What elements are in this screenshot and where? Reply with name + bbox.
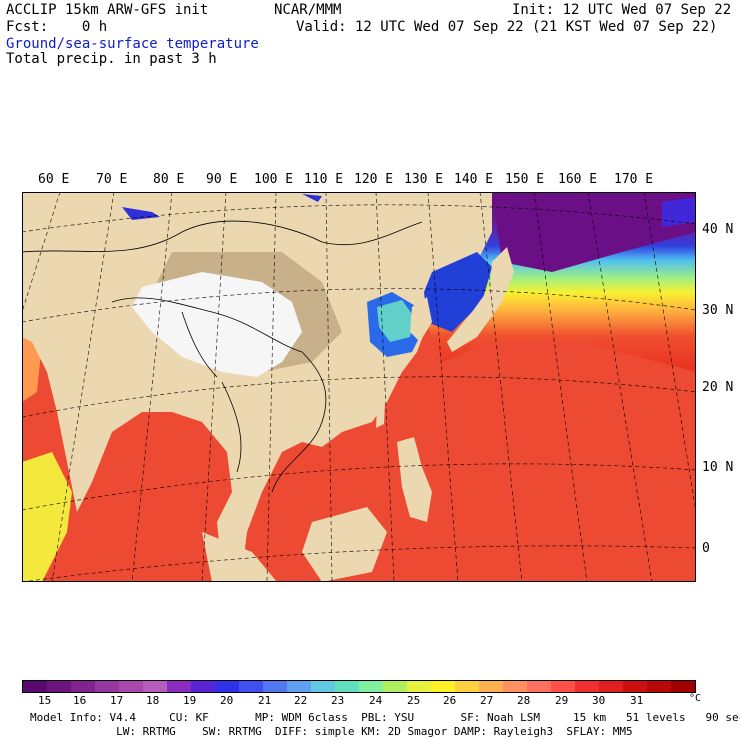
lon-label: 90 E (206, 172, 238, 187)
model-title: ACCLIP 15km ARW-GFS init (6, 2, 209, 18)
colorbar-swatch (599, 681, 623, 692)
colorbar-tick: 25 (407, 694, 421, 707)
colorbar-tick: 31 (630, 694, 644, 707)
lon-label: 130 E (404, 172, 444, 187)
colorbar-swatch (263, 681, 287, 692)
colorbar-tick: 30 (592, 694, 606, 707)
colorbar-swatch (671, 681, 695, 692)
colorbar-tick: 15 (38, 694, 52, 707)
colorbar-tick: 23 (331, 694, 345, 707)
colorbar-tick: 26 (443, 694, 457, 707)
lon-label: 70 E (96, 172, 128, 187)
lon-label: 150 E (505, 172, 545, 187)
institution-label: NCAR/MMM (274, 2, 342, 18)
colorbar-swatch (431, 681, 455, 692)
colorbar-swatch (647, 681, 671, 692)
lon-label: 120 E (354, 172, 394, 187)
colorbar-swatch (143, 681, 167, 692)
lat-label: 10 N (702, 460, 734, 475)
forecast-hour: Fcst: 0 h (6, 19, 108, 35)
lon-label: 80 E (153, 172, 185, 187)
colorbar-tick: 27 (480, 694, 494, 707)
colorbar-tick: 18 (146, 694, 160, 707)
model-info-line1: Model Info: V4.4 CU: KF MP: WDM 6class P… (30, 711, 740, 724)
colorbar-swatch (215, 681, 239, 692)
colorbar-swatch (71, 681, 95, 692)
overlay-title: Total precip. in past 3 h (6, 51, 217, 67)
colorbar-swatch (287, 681, 311, 692)
lon-label: 160 E (558, 172, 598, 187)
colorbar-tick: 20 (220, 694, 234, 707)
colorbar-tick: 16 (73, 694, 87, 707)
colorbar-swatch (47, 681, 71, 692)
colorbar-swatch (503, 681, 527, 692)
lat-label: 40 N (702, 222, 734, 237)
lat-label: 30 N (702, 303, 734, 318)
model-info-line2: LW: RRTMG SW: RRTMG DIFF: simple KM: 2D … (30, 725, 633, 738)
lon-label: 100 E (254, 172, 294, 187)
colorbar-tick: 28 (517, 694, 531, 707)
lon-label: 170 E (614, 172, 654, 187)
sst-map (22, 192, 696, 582)
colorbar-swatch (575, 681, 599, 692)
colorbar-tick: 24 (369, 694, 383, 707)
lat-label: 20 N (702, 380, 734, 395)
lon-label: 140 E (454, 172, 494, 187)
lon-label: 110 E (304, 172, 344, 187)
colorbar-tick: 22 (294, 694, 308, 707)
colorbar-tick: 17 (110, 694, 124, 707)
colorbar-swatch (191, 681, 215, 692)
colorbar-swatch (455, 681, 479, 692)
colorbar-swatch (623, 681, 647, 692)
colorbar-unit: °C (689, 693, 702, 704)
colorbar-swatch (359, 681, 383, 692)
colorbar (22, 680, 696, 693)
colorbar-swatch (119, 681, 143, 692)
lat-label: 0 (702, 541, 710, 556)
colorbar-swatch (167, 681, 191, 692)
colorbar-tick: 29 (555, 694, 569, 707)
colorbar-swatch (383, 681, 407, 692)
colorbar-swatch (335, 681, 359, 692)
colorbar-swatch (95, 681, 119, 692)
colorbar-swatch (23, 681, 47, 692)
init-time: Init: 12 UTC Wed 07 Sep 22 (512, 2, 732, 18)
colorbar-swatch (551, 681, 575, 692)
colorbar-tick: 21 (258, 694, 272, 707)
colorbar-swatch (407, 681, 431, 692)
colorbar-tick: 19 (183, 694, 197, 707)
field-title: Ground/sea-surface temperature (6, 36, 259, 52)
colorbar-swatch (527, 681, 551, 692)
colorbar-swatch (239, 681, 263, 692)
valid-time: Valid: 12 UTC Wed 07 Sep 22 (21 KST Wed … (296, 19, 718, 35)
lon-label: 60 E (38, 172, 70, 187)
colorbar-swatch (479, 681, 503, 692)
colorbar-swatch (311, 681, 335, 692)
